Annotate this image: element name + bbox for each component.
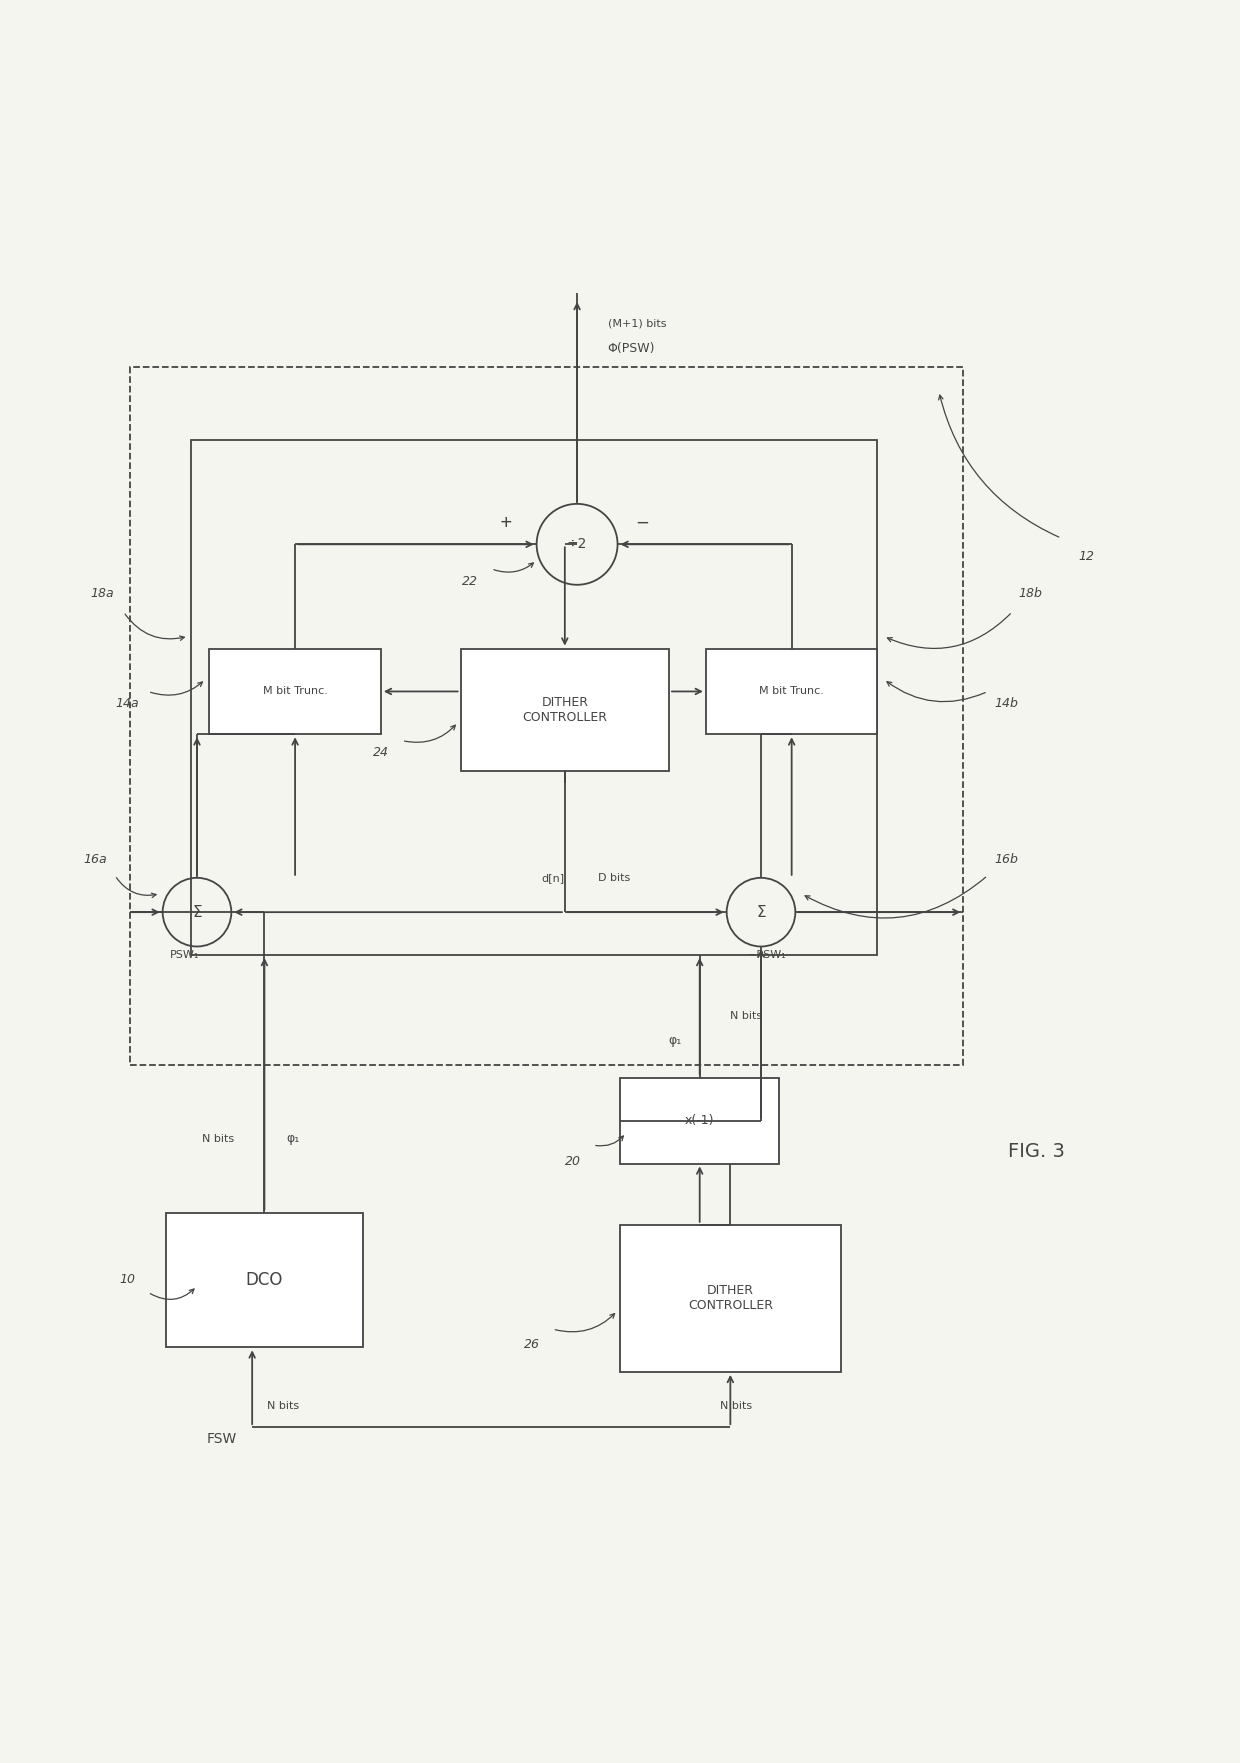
Text: 14b: 14b bbox=[994, 696, 1018, 710]
FancyBboxPatch shape bbox=[210, 649, 381, 735]
Text: 16b: 16b bbox=[994, 853, 1018, 866]
FancyBboxPatch shape bbox=[620, 1077, 780, 1164]
Text: x(-1): x(-1) bbox=[684, 1114, 714, 1127]
Text: 18a: 18a bbox=[91, 587, 114, 599]
Text: M bit Trunc.: M bit Trunc. bbox=[263, 686, 327, 696]
Text: DITHER
CONTROLLER: DITHER CONTROLLER bbox=[688, 1285, 773, 1312]
Text: −PSW₁: −PSW₁ bbox=[748, 950, 786, 961]
Text: −: − bbox=[635, 513, 649, 531]
Text: 14a: 14a bbox=[115, 696, 139, 710]
FancyBboxPatch shape bbox=[460, 649, 670, 770]
Text: 26: 26 bbox=[523, 1338, 539, 1352]
FancyBboxPatch shape bbox=[706, 649, 878, 735]
Text: PSW₁: PSW₁ bbox=[170, 950, 200, 961]
Text: 12: 12 bbox=[1078, 550, 1094, 562]
Text: N bits: N bits bbox=[267, 1402, 299, 1410]
Text: Φ(PSW): Φ(PSW) bbox=[608, 342, 655, 354]
Text: DCO: DCO bbox=[246, 1271, 283, 1289]
Text: N bits: N bits bbox=[202, 1134, 234, 1144]
Text: DITHER
CONTROLLER: DITHER CONTROLLER bbox=[522, 696, 608, 725]
Text: 10: 10 bbox=[119, 1273, 135, 1287]
Text: +: + bbox=[500, 515, 512, 529]
Text: Σ: Σ bbox=[192, 904, 202, 920]
Text: 16a: 16a bbox=[83, 853, 107, 866]
FancyBboxPatch shape bbox=[620, 1225, 841, 1372]
Text: (M+1) bits: (M+1) bits bbox=[608, 319, 666, 328]
Text: φ₁: φ₁ bbox=[668, 1035, 681, 1047]
Text: +: + bbox=[500, 515, 512, 529]
Text: 18b: 18b bbox=[1019, 587, 1043, 599]
Text: ÷2: ÷2 bbox=[567, 538, 588, 552]
FancyBboxPatch shape bbox=[166, 1213, 362, 1347]
Text: N bits: N bits bbox=[720, 1402, 753, 1410]
Text: 24: 24 bbox=[373, 746, 389, 760]
Text: FIG. 3: FIG. 3 bbox=[1008, 1142, 1065, 1160]
Text: M bit Trunc.: M bit Trunc. bbox=[759, 686, 825, 696]
Text: N bits: N bits bbox=[730, 1012, 763, 1021]
Text: D bits: D bits bbox=[598, 873, 630, 883]
Text: FSW: FSW bbox=[206, 1432, 237, 1446]
Text: Σ: Σ bbox=[756, 904, 766, 920]
Text: 22: 22 bbox=[463, 575, 479, 587]
Text: 20: 20 bbox=[565, 1155, 582, 1167]
Text: φ₁: φ₁ bbox=[286, 1132, 300, 1146]
Text: d[n]: d[n] bbox=[541, 873, 564, 883]
